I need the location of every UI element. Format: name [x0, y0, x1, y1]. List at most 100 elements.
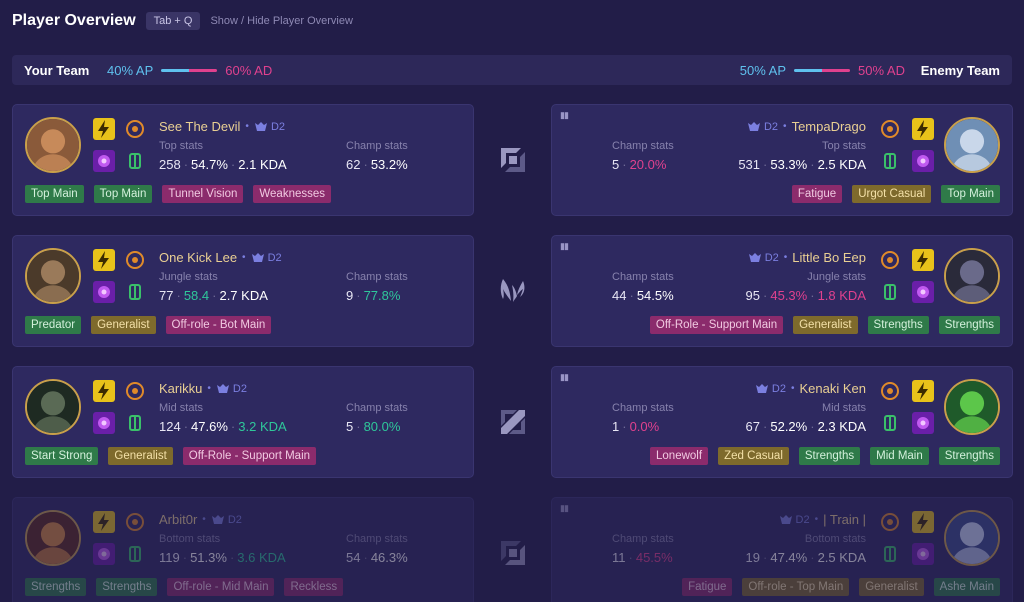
- player-tag[interactable]: Fatigue: [682, 578, 733, 596]
- primary-rune-icon: [880, 250, 900, 270]
- champion-avatar: [944, 379, 1000, 435]
- role-stats-label: Bottom stats: [804, 533, 866, 545]
- champ-games: 9: [346, 288, 354, 303]
- rank-label: D2: [270, 120, 285, 133]
- enemy-player-card[interactable]: ▮▮ Kenaki Ken • D2 Mid stats 67 · 52.2% · 2.3 KDA…: [551, 366, 1013, 478]
- player-tag[interactable]: Off-Role - Support Main: [182, 447, 317, 465]
- player-tag[interactable]: Ashe Main: [933, 578, 1000, 596]
- role-winrate: 47.4%: [770, 550, 808, 565]
- role-stats-values: 531 · 53.3% · 2.5 KDA: [738, 157, 866, 172]
- separator-dot: •: [783, 252, 788, 263]
- player-tags: Top Main Top Main Tunnel Vision Weaknesses: [25, 185, 332, 203]
- champ-stats-label: Champ stats: [346, 402, 408, 414]
- player-tag[interactable]: Strengths: [798, 447, 861, 465]
- flash-spell-icon: [93, 380, 115, 402]
- teleport-spell-icon: [912, 543, 934, 565]
- role-stats-label: Mid stats: [159, 402, 204, 414]
- separator-dot: ·: [183, 419, 189, 434]
- player-tag[interactable]: Fatigue: [791, 185, 843, 203]
- role-games: 119: [159, 550, 180, 565]
- teleport-spell-icon: [912, 150, 934, 172]
- player-tag[interactable]: Generalist: [108, 447, 173, 465]
- player-tags: Fatigue Urgot Casual Top Main: [791, 185, 1000, 203]
- player-tag[interactable]: Generalist: [793, 316, 858, 334]
- page-header: Player Overview Tab + Q Show / Hide Play…: [12, 12, 353, 30]
- role-kda: 2.7 KDA: [219, 288, 268, 303]
- player-tag[interactable]: Reckless: [284, 578, 344, 596]
- player-name: Arbit0r: [159, 512, 198, 527]
- signal-icon: ▮▮: [560, 110, 569, 120]
- separator-dot: ·: [810, 550, 815, 565]
- player-tag[interactable]: Strengths: [938, 447, 1000, 465]
- champ-games: 11: [612, 550, 626, 565]
- player-tag[interactable]: Off-role - Mid Main: [167, 578, 275, 596]
- ally-player-card[interactable]: One Kick Lee • D2 Jungle stats 77 · 58.4 · 2.7 K…: [12, 235, 474, 347]
- ally-player-card[interactable]: Arbit0r • D2 Bottom stats 119 · 51.3% · 3.6 KDA C…: [12, 497, 474, 602]
- champ-stats-label: Champ stats: [612, 140, 674, 152]
- role-stats-label: Top stats: [159, 140, 204, 152]
- ally-player-card[interactable]: See The Devil • D2 Top stats 258 · 54.7% · 2.1 K…: [12, 104, 474, 216]
- player-tag[interactable]: Off-role - Bot Main: [165, 316, 272, 334]
- secondary-rune-icon: [880, 151, 900, 171]
- player-tag[interactable]: Start Strong: [25, 447, 99, 465]
- player-tags: Start Strong Generalist Off-Role - Support…: [25, 447, 317, 465]
- rank-badge: D2: [755, 383, 786, 395]
- player-tag[interactable]: Strengths: [25, 578, 87, 596]
- player-tag[interactable]: Strengths: [867, 316, 929, 334]
- player-tag[interactable]: Zed Casual: [718, 447, 789, 465]
- champion-avatar: [944, 117, 1000, 173]
- role-kda: 2.3 KDA: [817, 419, 866, 434]
- player-tag[interactable]: Strengths: [938, 316, 1000, 334]
- teleport-spell-icon: [93, 543, 115, 565]
- champ-games: 54: [346, 550, 361, 565]
- player-name-line: TempaDrago • D2: [747, 119, 866, 134]
- enemy-player-card[interactable]: ▮▮ Little Bo Eep • D2 Jungle stats 95 · 45.3% · 1…: [551, 235, 1013, 347]
- ally-player-card[interactable]: Karikku • D2 Mid stats 124 · 47.6% · 3.2 KDA Cham…: [12, 366, 474, 478]
- champ-stats-label: Champ stats: [612, 533, 674, 545]
- player-tag[interactable]: Generalist: [91, 316, 156, 334]
- player-tag[interactable]: Urgot Casual: [852, 185, 932, 203]
- separator-dot: ·: [183, 157, 189, 172]
- enemy-player-card[interactable]: ▮▮ | Train | • D2 Bottom stats 19 · 47.4% · 2.5 K…: [551, 497, 1013, 602]
- rank-badge: D2: [254, 121, 285, 133]
- role-kda: 1.8 KDA: [817, 288, 866, 303]
- player-tag[interactable]: Strengths: [96, 578, 158, 596]
- player-tags: Predator Generalist Off-role - Bot Main: [25, 316, 272, 334]
- player-name: See The Devil: [159, 119, 241, 134]
- player-name: Karikku: [159, 381, 203, 396]
- separator-dot: ·: [176, 288, 181, 303]
- role-stats-values: 95 · 45.3% · 1.8 KDA: [746, 288, 866, 303]
- role-stats-values: 119 · 51.3% · 3.6 KDA: [159, 550, 286, 565]
- champ-winrate: 20.0%: [629, 157, 667, 172]
- rank-badge: D2: [251, 252, 282, 264]
- primary-rune-icon: [880, 512, 900, 532]
- player-tag[interactable]: Off-Role - Support Main: [649, 316, 784, 334]
- player-tag[interactable]: Predator: [25, 316, 82, 334]
- role-winrate: 51.3%: [190, 550, 227, 565]
- champion-avatar: [25, 379, 81, 435]
- role-stats-values: 67 · 52.2% · 2.3 KDA: [746, 419, 866, 434]
- player-tag[interactable]: Lonewolf: [650, 447, 709, 465]
- champ-stats-label: Champ stats: [346, 533, 408, 545]
- player-tag[interactable]: Off-role - Top Main: [742, 578, 850, 596]
- player-tag[interactable]: Top Main: [93, 185, 153, 203]
- diamond-rank-icon: [755, 383, 768, 393]
- champ-winrate: 80.0%: [363, 419, 401, 434]
- separator-dot: ·: [622, 157, 627, 172]
- player-name-line: One Kick Lee • D2: [159, 250, 282, 265]
- champ-stats-values: 5 · 80.0%: [346, 419, 400, 434]
- flash-spell-icon: [912, 511, 934, 533]
- player-tag[interactable]: Generalist: [859, 578, 924, 596]
- player-tag[interactable]: Tunnel Vision: [162, 185, 244, 203]
- player-tag[interactable]: Weaknesses: [253, 185, 332, 203]
- role-games: 77: [159, 288, 174, 303]
- role-games: 124: [159, 419, 181, 434]
- player-tag[interactable]: Top Main: [25, 185, 84, 203]
- champ-games: 62: [346, 157, 361, 172]
- separator-dot: ·: [763, 288, 768, 303]
- player-tag[interactable]: Top Main: [941, 185, 1000, 203]
- role-winrate: 45.3%: [770, 288, 808, 303]
- player-tag[interactable]: Mid Main: [870, 447, 929, 465]
- enemy-player-card[interactable]: ▮▮ TempaDrago • D2 Top stats 531 · 53.3% · 2.5 KD…: [551, 104, 1013, 216]
- champ-winrate: 0.0%: [629, 419, 660, 434]
